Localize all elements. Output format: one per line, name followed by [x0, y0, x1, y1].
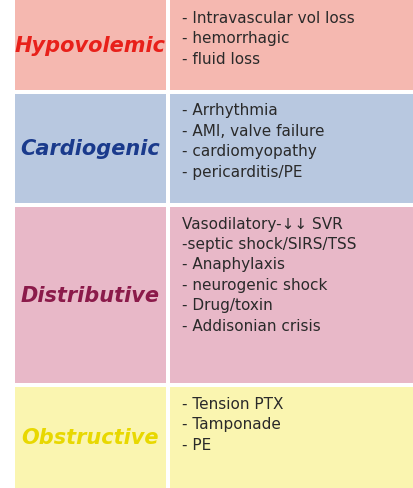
- FancyBboxPatch shape: [14, 203, 413, 207]
- FancyBboxPatch shape: [169, 92, 413, 205]
- Text: Cardiogenic: Cardiogenic: [21, 139, 160, 159]
- Text: - Intravascular vol loss
- hemorrhagic
- fluid loss: - Intravascular vol loss - hemorrhagic -…: [181, 11, 354, 66]
- FancyBboxPatch shape: [169, 385, 413, 488]
- Text: - Arrhythmia
- AMI, valve failure
- cardiomyopathy
- pericarditis/PE: - Arrhythmia - AMI, valve failure - card…: [181, 103, 323, 179]
- FancyBboxPatch shape: [14, 383, 413, 387]
- FancyBboxPatch shape: [169, 0, 413, 92]
- FancyBboxPatch shape: [14, 205, 166, 385]
- FancyBboxPatch shape: [166, 92, 169, 205]
- FancyBboxPatch shape: [166, 0, 169, 92]
- Text: Vasodilatory-↓↓ SVR
-septic shock/SIRS/TSS
- Anaphylaxis
- neurogenic shock
- Dr: Vasodilatory-↓↓ SVR -septic shock/SIRS/T…: [181, 216, 355, 333]
- Text: Obstructive: Obstructive: [21, 427, 159, 447]
- FancyBboxPatch shape: [166, 205, 169, 385]
- FancyBboxPatch shape: [14, 385, 166, 488]
- Text: - Tension PTX
- Tamponade
- PE: - Tension PTX - Tamponade - PE: [181, 396, 282, 452]
- FancyBboxPatch shape: [166, 385, 169, 488]
- FancyBboxPatch shape: [169, 205, 413, 385]
- Text: Hypovolemic: Hypovolemic: [15, 36, 166, 56]
- FancyBboxPatch shape: [14, 90, 413, 94]
- FancyBboxPatch shape: [14, 92, 166, 205]
- FancyBboxPatch shape: [14, 0, 166, 92]
- Text: Distributive: Distributive: [21, 285, 159, 305]
